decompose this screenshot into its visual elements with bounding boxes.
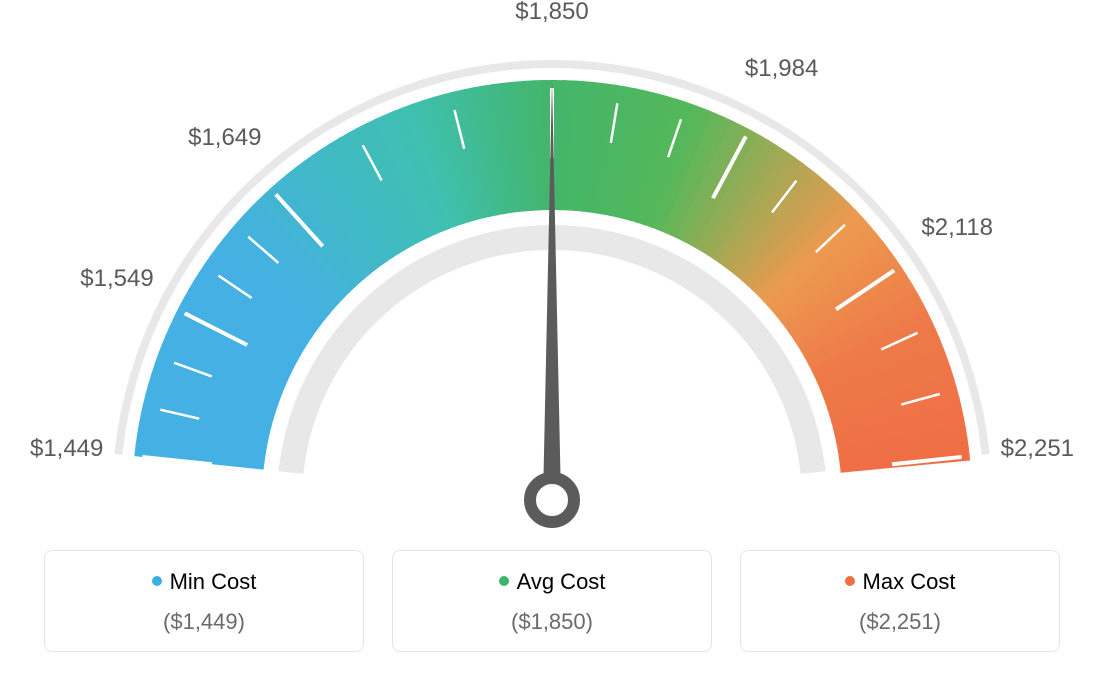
gauge-tick-label: $1,850 (515, 0, 588, 26)
legend-value-avg: ($1,850) (403, 609, 701, 635)
legend-title-max: Max Cost (751, 569, 1049, 595)
gauge-tick-label: $2,251 (1001, 435, 1074, 463)
legend-card-max: Max Cost ($2,251) (740, 550, 1060, 652)
dot-icon (499, 576, 509, 586)
legend-card-min: Min Cost ($1,449) (44, 550, 364, 652)
legend-value-max: ($2,251) (751, 609, 1049, 635)
legend-label: Avg Cost (517, 569, 606, 594)
gauge-tick-label: $1,984 (745, 55, 818, 83)
legend-row: Min Cost ($1,449) Avg Cost ($1,850) Max … (20, 550, 1084, 652)
legend-value-min: ($1,449) (55, 609, 353, 635)
gauge-tick-label: $2,118 (921, 214, 993, 242)
dot-icon (845, 576, 855, 586)
legend-title-min: Min Cost (55, 569, 353, 595)
legend-card-avg: Avg Cost ($1,850) (392, 550, 712, 652)
legend-label: Min Cost (170, 569, 257, 594)
gauge-tick-label: $1,449 (30, 435, 103, 463)
legend-label: Max Cost (863, 569, 956, 594)
gauge-chart: $1,449$1,549$1,649$1,850$1,984$2,118$2,2… (20, 20, 1084, 530)
gauge-tick-label: $1,549 (80, 265, 153, 293)
gauge-svg (20, 20, 1084, 530)
legend-title-avg: Avg Cost (403, 569, 701, 595)
gauge-tick-label: $1,649 (188, 124, 261, 152)
dot-icon (152, 576, 162, 586)
